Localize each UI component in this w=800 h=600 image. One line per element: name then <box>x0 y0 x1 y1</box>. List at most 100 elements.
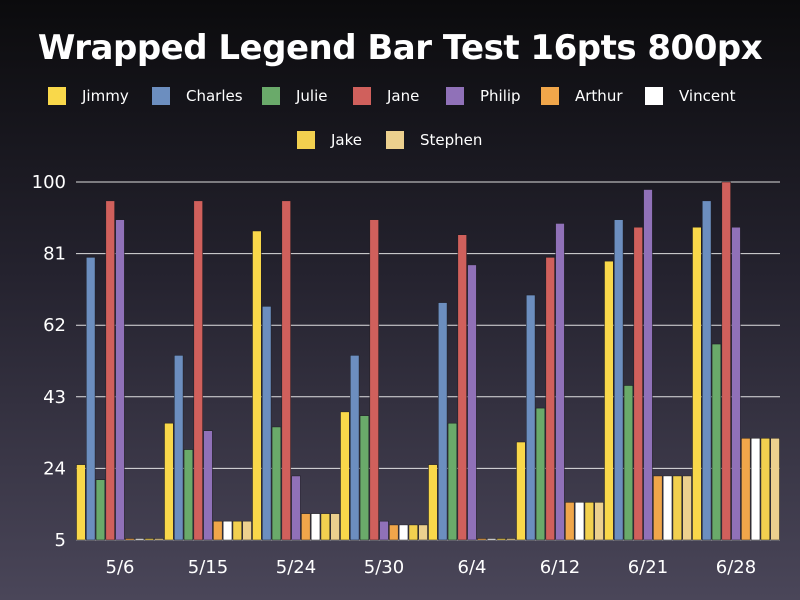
legend-swatch <box>446 87 464 105</box>
x-tick-label: 5/30 <box>364 557 404 578</box>
bar <box>682 475 692 541</box>
legend-item: Philip <box>446 87 521 105</box>
bar-group <box>252 200 340 541</box>
bar <box>702 200 712 541</box>
bar <box>301 513 311 541</box>
bar <box>271 426 282 541</box>
bar <box>496 538 506 541</box>
bar <box>692 226 702 541</box>
bar <box>633 226 643 541</box>
legend-label: Julie <box>295 87 328 105</box>
bar <box>750 438 761 541</box>
bar <box>281 200 291 541</box>
bar <box>213 520 223 541</box>
bar <box>174 355 184 541</box>
legend-item: Arthur <box>541 87 623 105</box>
legend-item: Jake <box>297 131 362 149</box>
legend-swatch <box>645 87 663 105</box>
bar <box>545 257 555 541</box>
bar <box>643 189 653 541</box>
bar <box>144 538 154 541</box>
bar <box>584 502 594 541</box>
bar <box>770 438 780 541</box>
y-tick-label: 24 <box>43 458 66 479</box>
bar <box>516 441 526 541</box>
bar <box>252 230 262 541</box>
bar <box>408 524 418 541</box>
y-axis: 5 24 43 62 81 100 <box>32 172 66 551</box>
legend-label: Philip <box>480 87 521 105</box>
legend-swatch <box>297 131 315 149</box>
bar <box>398 524 409 541</box>
x-tick-label: 5/6 <box>106 557 135 578</box>
bar <box>222 520 233 541</box>
x-axis: 5/6 5/15 5/24 5/30 6/4 6/12 6/21 6/28 <box>106 557 757 578</box>
bar <box>428 464 438 541</box>
bar <box>350 355 360 541</box>
bar <box>203 430 213 541</box>
x-tick-label: 6/21 <box>628 557 668 578</box>
bar <box>731 226 741 541</box>
legend-swatch <box>353 87 371 105</box>
bar <box>535 407 546 541</box>
x-tick-label: 5/15 <box>188 557 228 578</box>
bars <box>76 181 780 541</box>
bar-group <box>76 200 164 541</box>
y-tick-label: 100 <box>32 172 66 193</box>
legend-label: Jane <box>386 87 419 105</box>
bar-group <box>692 181 780 541</box>
y-tick-label: 43 <box>43 387 66 408</box>
bar <box>232 520 242 541</box>
legend-swatch <box>48 87 66 105</box>
bar <box>467 264 477 541</box>
legend-swatch <box>541 87 559 105</box>
bar <box>721 181 731 541</box>
bar <box>369 219 379 541</box>
x-tick-label: 5/24 <box>276 557 316 578</box>
y-tick-label: 5 <box>55 530 66 551</box>
bar <box>134 538 145 541</box>
legend-item: Stephen <box>386 131 482 149</box>
bar <box>653 475 663 541</box>
bar <box>379 520 389 541</box>
y-tick-label: 62 <box>43 315 66 336</box>
legend-item: Vincent <box>645 87 736 105</box>
legend-item: Julie <box>262 87 328 105</box>
legend-label: Charles <box>186 87 243 105</box>
legend-item: Jimmy <box>48 87 129 105</box>
legend-swatch <box>386 131 404 149</box>
bar <box>604 260 614 541</box>
bar <box>574 502 585 541</box>
bar <box>183 449 194 541</box>
bar <box>389 524 399 541</box>
bar-group <box>604 189 692 541</box>
bar <box>242 520 252 541</box>
bar <box>555 223 565 541</box>
x-tick-label: 6/12 <box>540 557 580 578</box>
bar <box>76 464 86 541</box>
bar <box>623 385 634 541</box>
bar <box>565 502 575 541</box>
bar <box>447 422 458 541</box>
bar <box>672 475 682 541</box>
y-tick-label: 81 <box>43 244 66 265</box>
bar <box>164 422 174 541</box>
bar <box>193 200 203 541</box>
bar <box>486 538 497 541</box>
x-tick-label: 6/4 <box>458 557 487 578</box>
bar <box>760 438 770 541</box>
bar <box>291 475 301 541</box>
bar <box>310 513 321 541</box>
legend-swatch <box>152 87 170 105</box>
chart-title: Wrapped Legend Bar Test 16pts 800px <box>37 28 763 68</box>
bar <box>594 502 604 541</box>
bar <box>438 302 448 541</box>
bar <box>662 475 673 541</box>
legend-label: Jimmy <box>81 87 129 105</box>
bar <box>614 219 624 541</box>
bar <box>340 411 350 541</box>
bar <box>86 257 96 541</box>
legend-label: Jake <box>330 131 362 149</box>
